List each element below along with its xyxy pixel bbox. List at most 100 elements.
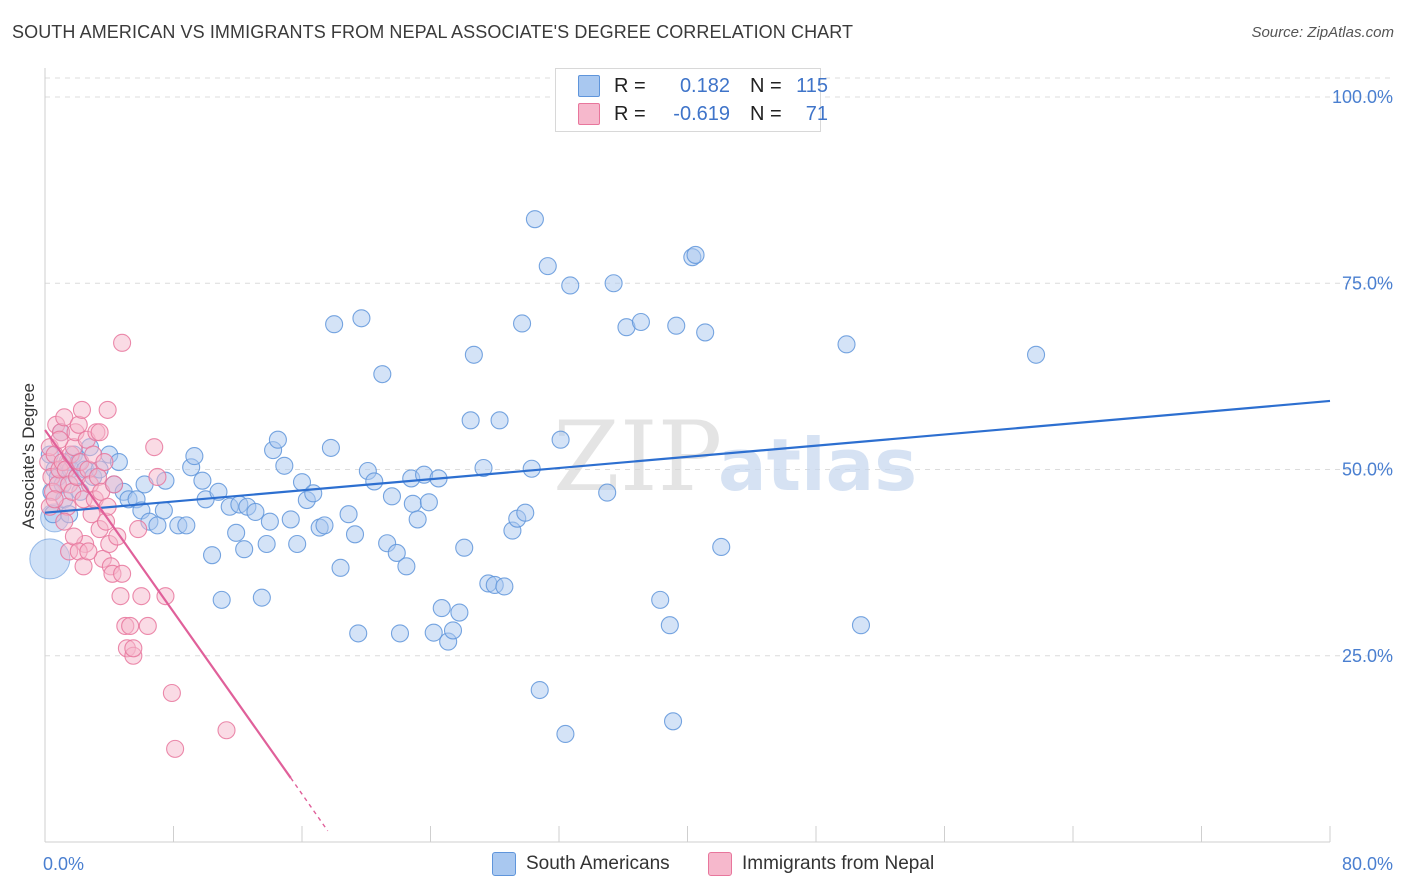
point-nepal [108,527,127,546]
y-tick-label: 75.0% [1342,273,1393,293]
point-south-american [154,501,173,520]
trend-line-south-americans [44,399,1331,514]
point-south-american [556,724,575,744]
bottom-legend-nepal: Immigrants from Nepal [708,852,934,876]
legend-n-label: N = [750,102,782,125]
point-south-american [349,624,368,643]
point-south-american [837,335,856,354]
point-south-american [464,345,483,364]
bottom-swatch-blue [492,852,516,876]
point-south-american [373,365,392,384]
point-nepal [111,587,130,606]
point-south-american [1027,345,1046,364]
point-south-american [209,482,228,501]
point-nepal [124,639,143,658]
point-south-american [495,577,514,596]
point-south-american [432,599,451,618]
point-south-american [148,516,167,535]
point-south-american [382,487,402,506]
y-tick-label: 100.0% [1332,87,1393,107]
point-nepal [145,438,164,457]
point-south-american [538,257,557,276]
point-south-american [419,493,438,512]
point-south-american [252,588,271,607]
point-nepal [90,423,109,442]
point-nepal [148,467,167,487]
point-nepal [138,616,157,636]
point-nepal [156,587,175,606]
point-south-american [712,537,731,557]
trend-line-nepal [44,429,292,779]
point-south-american [235,540,254,559]
point-nepal [45,490,64,509]
legend-r-value: -0.619 [673,102,730,125]
point-south-american [397,557,416,576]
point-nepal [72,400,91,419]
legend-swatch-pink [578,103,600,125]
y-axis-title: Associate's Degree [19,383,38,529]
point-south-american [696,323,715,342]
point-south-american [227,523,246,542]
bottom-legend-south-americans: South Americans [492,852,670,876]
point-south-american [604,274,623,293]
point-south-american [315,516,334,535]
point-south-american [193,471,212,490]
point-south-american [551,430,570,449]
point-south-american [246,502,265,522]
bottom-swatch-pink [708,852,732,876]
tick-labels: 25.0% 50.0% 75.0% 100.0% 0.0% 80.0% [43,87,1393,874]
series-nepal [39,333,236,758]
point-south-american [443,621,463,640]
point-south-american [390,624,410,643]
point-south-american [365,472,384,491]
point-south-american [339,505,358,524]
point-south-american [851,616,871,635]
point-south-american [513,314,532,333]
bottom-legend-label: South Americans [526,853,670,874]
point-south-american [288,534,307,554]
point-nepal [98,400,117,419]
y-tick-label: 25.0% [1342,646,1393,666]
trend-lines [44,399,1331,832]
legend-r-label: R = [614,102,646,125]
legend-row-south-americans: R = 0.182 N = 115 [578,73,828,99]
legend-r-value: 0.182 [679,74,730,97]
point-south-american [403,494,422,513]
point-nepal [113,333,132,352]
point-nepal [129,520,148,539]
point-south-american [461,411,480,430]
point-south-american [686,245,705,264]
point-south-american [331,558,350,577]
point-south-american [177,516,196,535]
trend-line-nepal-extension [290,777,329,832]
point-south-american [275,456,294,475]
point-south-american [257,534,276,554]
point-south-american [490,411,509,430]
point-south-american [450,603,469,622]
legend-n-value: 115 [796,74,828,97]
point-south-american [516,503,535,522]
point-south-american [281,510,300,529]
bottom-legend-label: Immigrants from Nepal [742,853,935,874]
point-nepal [166,739,185,758]
point-south-american [424,623,443,642]
point-nepal [55,512,74,531]
point-south-american [387,543,406,562]
point-south-american [408,510,427,529]
point-south-american [530,680,549,700]
point-south-american [203,546,222,565]
point-south-american [522,459,541,478]
point-south-american [660,616,679,635]
point-south-american [525,210,544,229]
x-tick-label-max: 80.0% [1342,854,1393,874]
legend-r-label: R = [614,74,646,97]
legend-row-nepal: R = -0.619 N = 71 [578,101,828,127]
point-south-american [455,538,474,557]
point-south-american [260,512,279,531]
point-nepal [50,430,69,449]
legend-n-value: 71 [805,102,828,125]
chart-title: SOUTH AMERICAN VS IMMIGRANTS FROM NEPAL … [12,22,854,42]
legend-n-label: N = [750,74,782,97]
series-south-americans [29,210,1046,744]
